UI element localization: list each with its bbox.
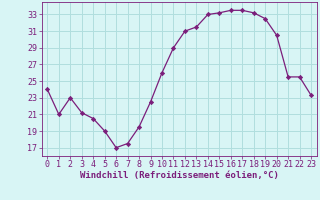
X-axis label: Windchill (Refroidissement éolien,°C): Windchill (Refroidissement éolien,°C): [80, 171, 279, 180]
